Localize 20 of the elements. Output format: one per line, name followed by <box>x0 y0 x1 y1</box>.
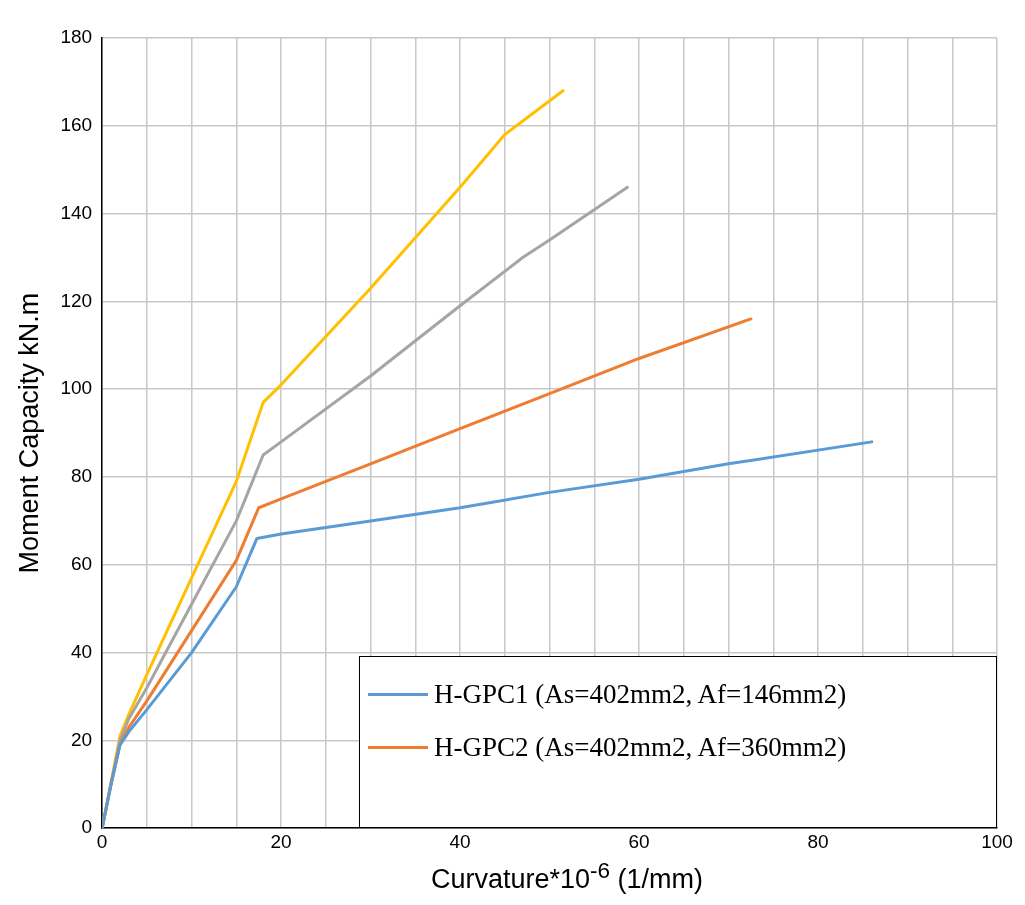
y-tick-label: 120 <box>60 289 93 311</box>
y-tick-label: 180 <box>60 26 93 48</box>
y-tick-label: 20 <box>70 728 93 750</box>
y-tick-label: 140 <box>60 201 93 223</box>
y-tick-label: 60 <box>70 553 93 575</box>
x-tick-label: 0 <box>96 830 108 852</box>
y-tick-label: 40 <box>70 640 93 662</box>
y-tick-label: 80 <box>70 465 93 487</box>
x-tick-label: 80 <box>807 830 829 852</box>
legend-label: H-GPC1 (As=402mm2, Af=146mm2) <box>434 679 847 711</box>
x-axis-title: Curvature*10$^{-6}$ (1/mm) <box>429 858 705 895</box>
y-axis-title: Moment Capacity kN.m <box>13 292 44 574</box>
x-tick-label: 60 <box>628 830 650 852</box>
x-tick-label: 40 <box>449 830 471 852</box>
y-tick-label: 0 <box>81 816 93 838</box>
y-tick-label: 160 <box>60 114 93 136</box>
x-tick-label: 20 <box>270 830 292 852</box>
y-tick-label: 100 <box>60 377 93 399</box>
legend-label: H-GPC2 (As=402mm2, Af=360mm2) <box>434 732 847 764</box>
x-tick-label: 100 <box>981 830 1013 852</box>
